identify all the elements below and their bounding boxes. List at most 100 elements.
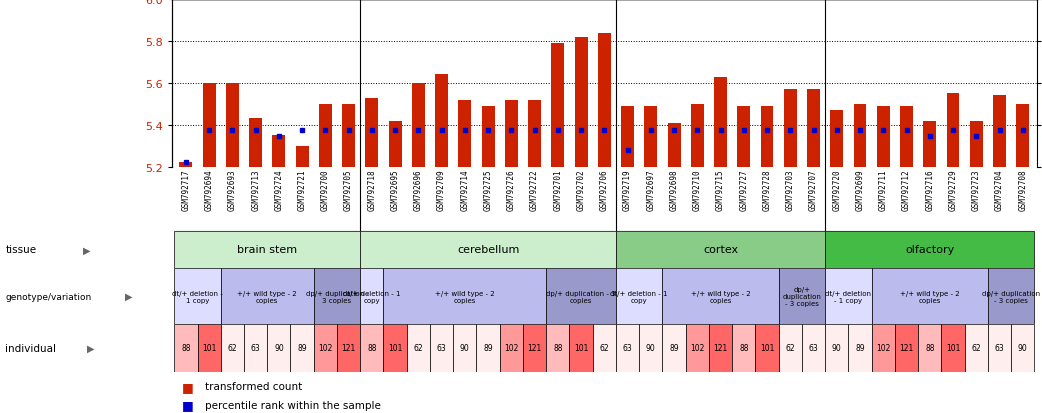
Text: dt/+ deletion
- 1 copy: dt/+ deletion - 1 copy <box>825 290 871 303</box>
Bar <box>342 104 355 167</box>
Text: ■: ■ <box>182 398 194 411</box>
Text: cortex: cortex <box>703 245 738 255</box>
Bar <box>174 231 361 268</box>
Text: GSM792718: GSM792718 <box>368 169 376 210</box>
Bar <box>174 324 198 372</box>
Text: GSM792725: GSM792725 <box>483 169 493 210</box>
Text: GSM792698: GSM792698 <box>670 169 678 210</box>
Text: dt/+ deletion - 1
copy: dt/+ deletion - 1 copy <box>343 290 400 303</box>
Bar <box>319 104 331 167</box>
Bar <box>383 268 546 324</box>
Bar <box>668 123 680 167</box>
Bar <box>221 324 244 372</box>
Text: 89: 89 <box>297 344 307 352</box>
Bar <box>853 104 867 167</box>
Bar <box>267 324 291 372</box>
Text: GSM792706: GSM792706 <box>600 169 609 210</box>
Text: GSM792700: GSM792700 <box>321 169 330 210</box>
Bar <box>221 268 314 324</box>
Bar <box>738 107 750 167</box>
Bar <box>500 324 523 372</box>
Text: GSM792721: GSM792721 <box>298 169 306 210</box>
Text: individual: individual <box>5 343 56 353</box>
Bar <box>570 324 593 372</box>
Text: tissue: tissue <box>5 245 36 255</box>
Bar <box>616 231 825 268</box>
Text: +/+ wild type - 2
copies: +/+ wild type - 2 copies <box>900 290 960 303</box>
Text: 101: 101 <box>574 344 589 352</box>
Text: transformed count: transformed count <box>205 381 302 391</box>
Bar <box>366 98 378 167</box>
Text: 88: 88 <box>925 344 935 352</box>
Bar <box>203 84 216 167</box>
Bar <box>947 94 960 167</box>
Text: GSM792720: GSM792720 <box>833 169 841 210</box>
Text: 62: 62 <box>599 344 610 352</box>
Bar <box>808 90 820 167</box>
Bar <box>226 84 239 167</box>
Text: GSM792714: GSM792714 <box>461 169 469 210</box>
Text: GSM792697: GSM792697 <box>646 169 655 210</box>
Text: genotype/variation: genotype/variation <box>5 292 92 301</box>
Text: +/+ wild type - 2
copies: +/+ wild type - 2 copies <box>436 290 495 303</box>
Text: 62: 62 <box>786 344 795 352</box>
Text: GSM792702: GSM792702 <box>576 169 586 210</box>
Bar <box>383 324 406 372</box>
Text: GSM792716: GSM792716 <box>925 169 935 210</box>
Text: GSM792727: GSM792727 <box>740 169 748 210</box>
Text: 62: 62 <box>227 344 238 352</box>
Bar <box>174 268 221 324</box>
Text: GSM792726: GSM792726 <box>506 169 516 210</box>
Bar <box>291 324 314 372</box>
Bar <box>314 324 337 372</box>
Bar <box>389 121 401 167</box>
Text: 90: 90 <box>274 344 283 352</box>
Text: 89: 89 <box>483 344 493 352</box>
Bar <box>825 268 872 324</box>
Bar <box>244 324 267 372</box>
Bar <box>923 121 937 167</box>
Text: ▶: ▶ <box>125 291 132 301</box>
Bar <box>872 324 895 372</box>
Text: GSM792699: GSM792699 <box>855 169 865 210</box>
Bar <box>546 268 616 324</box>
Text: GSM792723: GSM792723 <box>972 169 981 210</box>
Text: 62: 62 <box>414 344 423 352</box>
Bar <box>593 324 616 372</box>
Text: GSM792724: GSM792724 <box>274 169 283 210</box>
Bar <box>988 324 1011 372</box>
Bar <box>639 324 663 372</box>
Bar <box>709 324 733 372</box>
Bar <box>361 268 383 324</box>
Text: 121: 121 <box>899 344 914 352</box>
Text: GSM792707: GSM792707 <box>809 169 818 210</box>
Text: ■: ■ <box>182 380 194 393</box>
Bar <box>988 268 1035 324</box>
Bar <box>691 104 703 167</box>
Text: 101: 101 <box>946 344 961 352</box>
Text: brain stem: brain stem <box>238 245 297 255</box>
Text: olfactory: olfactory <box>905 245 954 255</box>
Bar <box>412 84 425 167</box>
Text: 101: 101 <box>202 344 217 352</box>
Text: 90: 90 <box>832 344 842 352</box>
Text: 121: 121 <box>527 344 542 352</box>
Text: GSM792705: GSM792705 <box>344 169 353 210</box>
Text: GSM792715: GSM792715 <box>716 169 725 210</box>
Bar <box>481 107 495 167</box>
Text: GSM792719: GSM792719 <box>623 169 632 210</box>
Bar <box>970 121 983 167</box>
Text: GSM792713: GSM792713 <box>251 169 260 210</box>
Text: GSM792717: GSM792717 <box>181 169 191 210</box>
Text: 63: 63 <box>623 344 632 352</box>
Text: GSM792695: GSM792695 <box>391 169 400 210</box>
Bar <box>900 107 913 167</box>
Bar <box>296 146 308 167</box>
Text: dp/+ duplication -
3 copies: dp/+ duplication - 3 copies <box>305 290 369 303</box>
Text: 63: 63 <box>437 344 446 352</box>
Bar <box>598 33 611 167</box>
Text: GSM792708: GSM792708 <box>1018 169 1027 210</box>
Text: 102: 102 <box>690 344 704 352</box>
Bar <box>663 268 778 324</box>
Text: GSM792729: GSM792729 <box>948 169 958 210</box>
